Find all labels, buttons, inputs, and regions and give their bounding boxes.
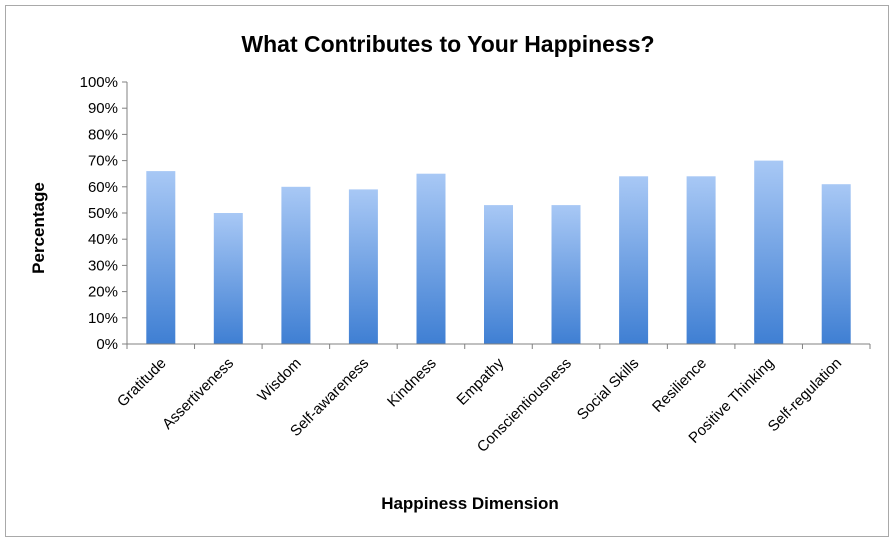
- bar-conscientiousness: [551, 205, 581, 344]
- bars-group: [146, 160, 851, 344]
- x-tick-label: Gratitude: [114, 355, 170, 411]
- y-tick-label: 90%: [88, 100, 118, 117]
- y-tick-label: 50%: [88, 205, 118, 222]
- x-tick-label: Empathy: [453, 354, 507, 408]
- x-tick-label: Social Skills: [574, 355, 643, 424]
- bar-positive-thinking: [754, 160, 784, 344]
- y-tick-label: 40%: [88, 231, 118, 248]
- x-tick-label: Wisdom: [254, 355, 304, 405]
- y-tick-label: 100%: [80, 74, 118, 91]
- y-tick-label: 70%: [88, 153, 118, 170]
- bar-social-skills: [619, 176, 649, 344]
- chart-title: What Contributes to Your Happiness?: [241, 31, 654, 57]
- y-ticks-group: 0% 10% 20% 30% 40% 50% 60% 70% 80% 90% 100%: [80, 74, 127, 353]
- bar-empathy: [484, 205, 513, 344]
- y-tick-label: 20%: [88, 284, 118, 301]
- bar-resilience: [686, 176, 716, 344]
- y-axis-title: Percentage: [29, 182, 48, 274]
- x-tick-label: Assertiveness: [159, 355, 237, 433]
- y-tick-label: 30%: [88, 257, 118, 274]
- y-tick-label: 60%: [88, 179, 118, 196]
- y-tick-label: 80%: [88, 126, 118, 143]
- bar-wisdom: [281, 186, 311, 344]
- x-axis-title: Happiness Dimension: [381, 494, 559, 513]
- bar-self-awareness: [348, 189, 378, 344]
- bar-kindness: [416, 173, 446, 344]
- bar-self-regulation: [821, 184, 851, 344]
- bar-gratitude: [146, 171, 176, 344]
- y-tick-label: 10%: [88, 310, 118, 327]
- x-tick-label: Resilience: [649, 355, 710, 416]
- bar-assertiveness: [213, 213, 243, 344]
- y-tick-label: 0%: [96, 336, 118, 353]
- x-tick-label: Kindness: [384, 355, 440, 411]
